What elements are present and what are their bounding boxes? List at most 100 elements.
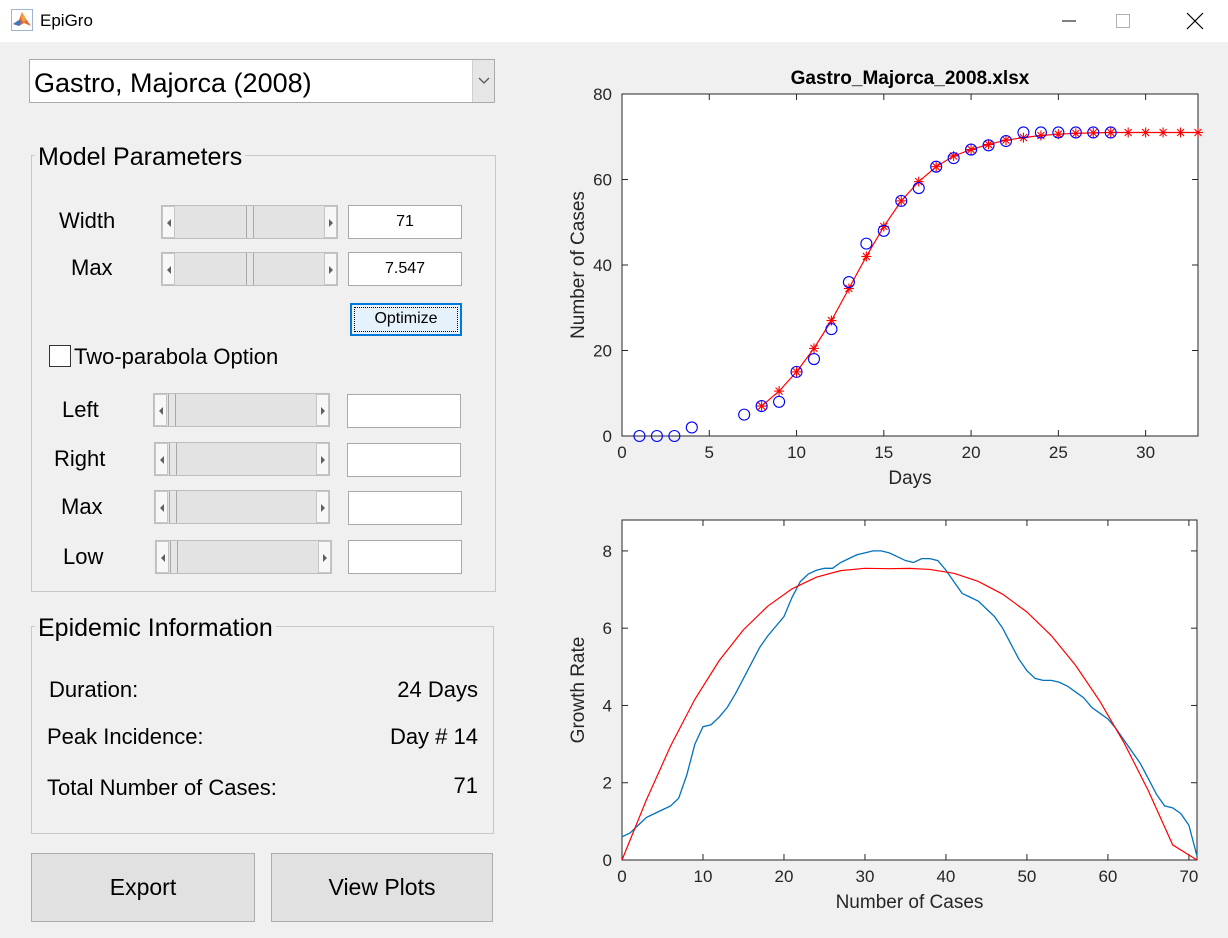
observed-point [982,139,995,152]
slider-right-arrow[interactable] [316,394,329,426]
slider-left-arrow[interactable] [156,541,169,573]
x-tick-label: 5 [705,443,714,462]
y-tick-label: 6 [603,619,612,638]
x-tick-label: 70 [1179,867,1198,886]
left-slider[interactable] [153,393,330,427]
dataset-selected-value: Gastro, Majorca (2008) [34,68,312,98]
model-point [1158,127,1169,138]
y-tick-label: 0 [603,427,612,446]
minimize-icon [1062,20,1076,22]
observed-point [1034,126,1047,139]
slider-left-arrow[interactable] [154,394,167,426]
width-slider[interactable] [161,205,338,239]
export-button[interactable]: Export [31,853,255,922]
y-tick-label: 80 [593,85,612,104]
growth-rate-chart: 0 10 20 30 40 50 60 70 0 2 4 6 8 Number of Cases Gro… [568,519,1198,913]
x-tick-label: 15 [874,443,893,462]
maximize-button[interactable] [1100,0,1146,42]
dataset-dropdown[interactable]: Gastro, Majorca (2008) [29,59,495,103]
slider-thumb[interactable] [246,253,254,285]
close-button[interactable] [1172,0,1218,42]
observed-point [1017,126,1030,139]
max-label: Max [71,255,113,280]
model-point [896,195,907,206]
duration-value: 24 Days [397,677,478,702]
model-parameters-panel [31,155,496,592]
optimize-button[interactable]: Optimize [350,303,462,336]
view-plots-button[interactable]: View Plots [271,853,493,922]
chevron-right-icon [321,456,325,464]
chevron-left-icon [159,407,163,415]
x-axis-label: Number of Cases [836,892,984,913]
observed-point [755,400,768,413]
slider-right-arrow[interactable] [316,491,329,523]
x-tick-label: 20 [962,443,981,462]
matlab-icon [11,9,33,31]
dropdown-arrow-button[interactable] [472,60,494,102]
observed-point [668,429,681,443]
model-point [861,251,872,262]
left-field[interactable] [347,394,461,428]
model-point [791,366,802,377]
observed-point [738,408,751,421]
model-parameters-title: Model Parameters [35,143,246,171]
x-tick-label: 20 [775,867,794,886]
right-field[interactable] [347,443,461,477]
slider-thumb[interactable] [170,541,178,573]
slider-thumb[interactable] [169,491,177,523]
low-slider[interactable] [155,540,332,574]
total-cases-label: Total Number of Cases: [47,775,277,800]
low-label: Low [63,544,104,569]
model-point [756,401,767,412]
max2-slider[interactable] [154,490,330,524]
observed-point [877,224,890,237]
x-tick-label: 0 [617,867,626,886]
chevron-left-icon [160,504,164,512]
slider-thumb[interactable] [168,394,176,426]
peak-incidence-value: Day # 14 [389,724,478,749]
slider-thumb[interactable] [246,206,254,238]
model-point [774,386,785,397]
slider-right-arrow[interactable] [318,541,331,573]
slider-right-arrow[interactable] [324,206,337,238]
model-point [843,283,854,294]
max2-field[interactable] [348,491,462,525]
right-label: Right [54,446,106,471]
y-axis-label: Growth Rate [568,637,589,744]
slider-left-arrow[interactable] [155,443,168,475]
right-slider[interactable] [154,442,330,476]
observed-point [860,237,873,250]
slider-right-arrow[interactable] [316,443,329,475]
model-point [1175,127,1186,138]
max-slider[interactable] [161,252,338,286]
two-parabola-checkbox[interactable] [49,345,71,367]
model-point [1193,127,1203,138]
y-tick-label: 8 [603,542,612,561]
x-tick-label: 10 [787,443,806,462]
observed-point [790,365,803,378]
y-tick-label: 40 [593,256,612,275]
model-point [1123,127,1134,138]
slider-thumb[interactable] [169,443,177,475]
x-tick-label: 0 [617,443,626,462]
model-point [983,139,994,150]
y-tick-label: 4 [603,696,612,715]
low-field[interactable] [348,540,462,574]
slider-left-arrow[interactable] [155,491,168,523]
model-point [966,144,977,155]
minimize-button[interactable] [1046,0,1092,42]
y-tick-label: 0 [603,851,612,870]
observed-point [650,429,663,443]
slider-left-arrow[interactable] [162,206,175,238]
max-field[interactable]: 7.547 [348,252,462,286]
x-tick-label: 50 [1017,867,1036,886]
slider-left-arrow[interactable] [162,253,175,285]
y-tick-label: 20 [593,342,612,361]
slider-right-arrow[interactable] [324,253,337,285]
total-cases-value: 71 [453,773,478,798]
width-field[interactable]: 71 [348,205,462,239]
plot-area [621,519,1198,861]
model-point [1001,135,1011,146]
close-icon [1186,12,1204,30]
chevron-right-icon [321,504,325,512]
